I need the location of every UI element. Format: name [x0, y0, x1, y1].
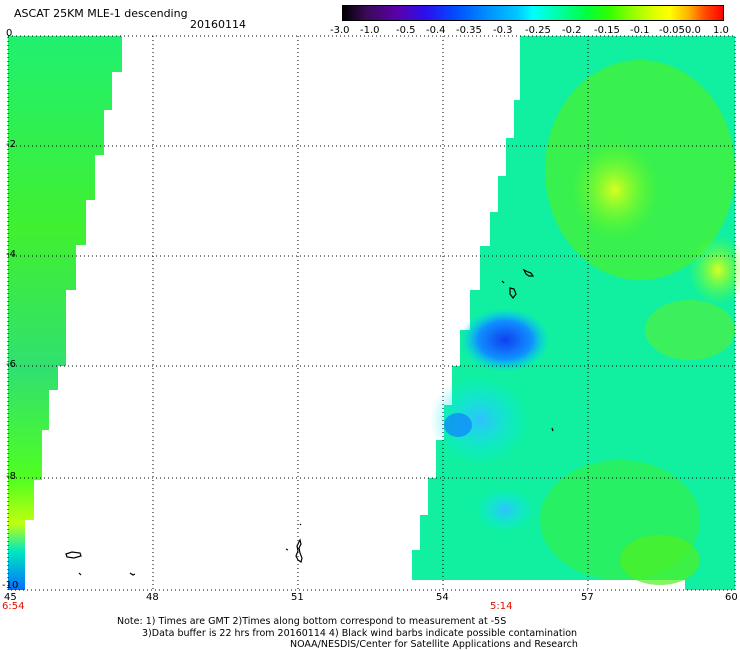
- footer-note-2: 3)Data buffer is 22 hrs from 20160114 4)…: [142, 628, 578, 639]
- color-scale-ticks: -3.0 -1.0 -0.5 -0.4 -0.35 -0.3 -0.25 -0.…: [330, 25, 730, 37]
- color-tick: -0.1: [630, 25, 650, 36]
- color-tick: 1.0: [713, 25, 729, 36]
- y-tick-label: -2: [6, 139, 16, 150]
- x-tick-label: 60: [725, 592, 738, 603]
- y-tick-label: -10: [2, 580, 19, 591]
- map-title: ASCAT 25KM MLE-1 descending: [14, 7, 188, 20]
- land-outlines: [65, 268, 554, 576]
- color-tick: -0.2: [562, 25, 582, 36]
- x-tick-label: 48: [146, 592, 159, 603]
- map-date: 20160114: [190, 18, 246, 31]
- footer-note-1: Note: 1) Times are GMT 2)Times along bot…: [117, 616, 507, 627]
- color-tick: -0.4: [426, 25, 446, 36]
- color-tick: -0.15: [594, 25, 620, 36]
- color-tick: -0.5: [396, 25, 416, 36]
- footer-note-3: NOAA/NESDIS/Center for Satellite Applica…: [290, 639, 578, 650]
- color-tick: -0.25: [525, 25, 551, 36]
- color-tick: -0.3: [493, 25, 513, 36]
- time-label: 6:54: [2, 601, 25, 612]
- x-tick-label: 45: [4, 592, 17, 603]
- grid-lines: [8, 35, 735, 590]
- x-tick-label: 51: [291, 592, 304, 603]
- time-label: 5:14: [490, 601, 513, 612]
- x-tick-label: 54: [436, 592, 449, 603]
- color-tick: -0.35: [456, 25, 482, 36]
- color-tick: -1.0: [360, 25, 380, 36]
- color-tick: -3.0: [330, 25, 350, 36]
- color-scale-bar: [342, 5, 724, 21]
- y-tick-label: -4: [6, 249, 16, 260]
- color-tick: -0.05: [659, 25, 685, 36]
- y-tick-label: -8: [6, 471, 16, 482]
- y-tick-label: -6: [6, 359, 16, 370]
- left-swath: [8, 36, 122, 590]
- y-tick-label: 0: [6, 28, 13, 39]
- color-tick: 0.0: [685, 25, 701, 36]
- x-tick-label: 57: [581, 592, 594, 603]
